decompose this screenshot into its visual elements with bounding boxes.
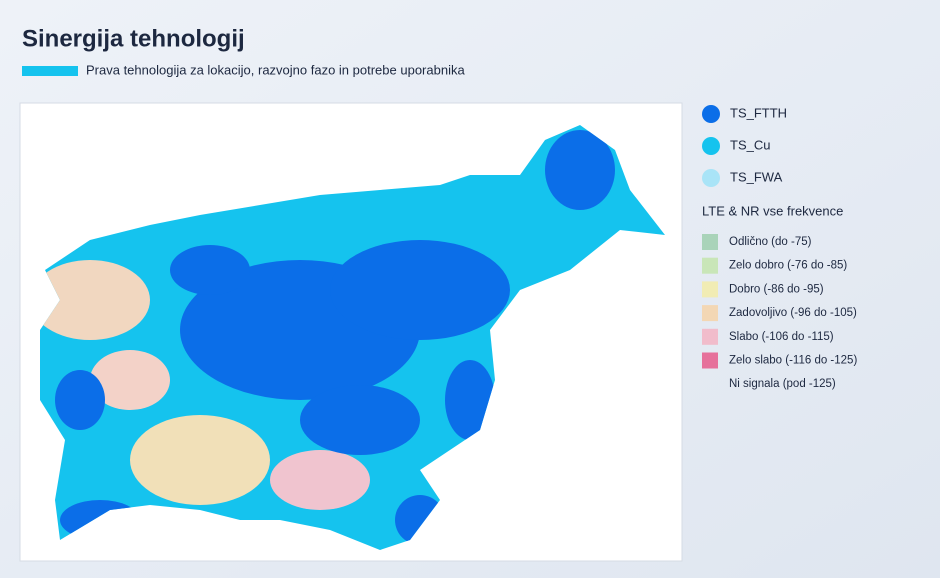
legend-label: Ni signala (pod -125) — [729, 378, 836, 390]
legend-dot — [702, 105, 720, 123]
legend: TS_FTTH TS_Cu TS_FWA LTE & NR vse frekvence… — [702, 105, 857, 390]
legend-swatch — [702, 281, 718, 298]
legend-label: Zelo slabo (-116 do -125) — [729, 355, 857, 367]
legend-dot — [702, 137, 720, 155]
legend-label: Odlično (do -75) — [729, 236, 812, 248]
legend-label: Dobro (-86 do -95) — [729, 283, 824, 295]
legend-swatch — [702, 328, 718, 345]
legend-swatch — [702, 305, 718, 322]
subtitle-bar — [22, 66, 78, 76]
legend-label: TS_Cu — [730, 137, 770, 152]
legend-swatch — [702, 352, 718, 369]
legend-label: TS_FWA — [730, 169, 783, 184]
legend-subtitle: LTE & NR vse frekvence — [702, 203, 843, 218]
legend-swatch — [702, 257, 718, 274]
legend-label: Zelo dobro (-76 do -85) — [729, 260, 847, 272]
legend-dot — [702, 169, 720, 187]
title: Sinergija tehnologij — [22, 25, 245, 52]
legend-label: TS_FTTH — [730, 105, 787, 120]
legend-swatch — [702, 234, 718, 250]
legend-label: Zadovoljivo (-96 do -105) — [729, 307, 857, 319]
legend-label: Slabo (-106 do -115) — [729, 331, 834, 343]
subtitle: Prava tehnologija za lokacijo, razvojno … — [86, 62, 465, 77]
